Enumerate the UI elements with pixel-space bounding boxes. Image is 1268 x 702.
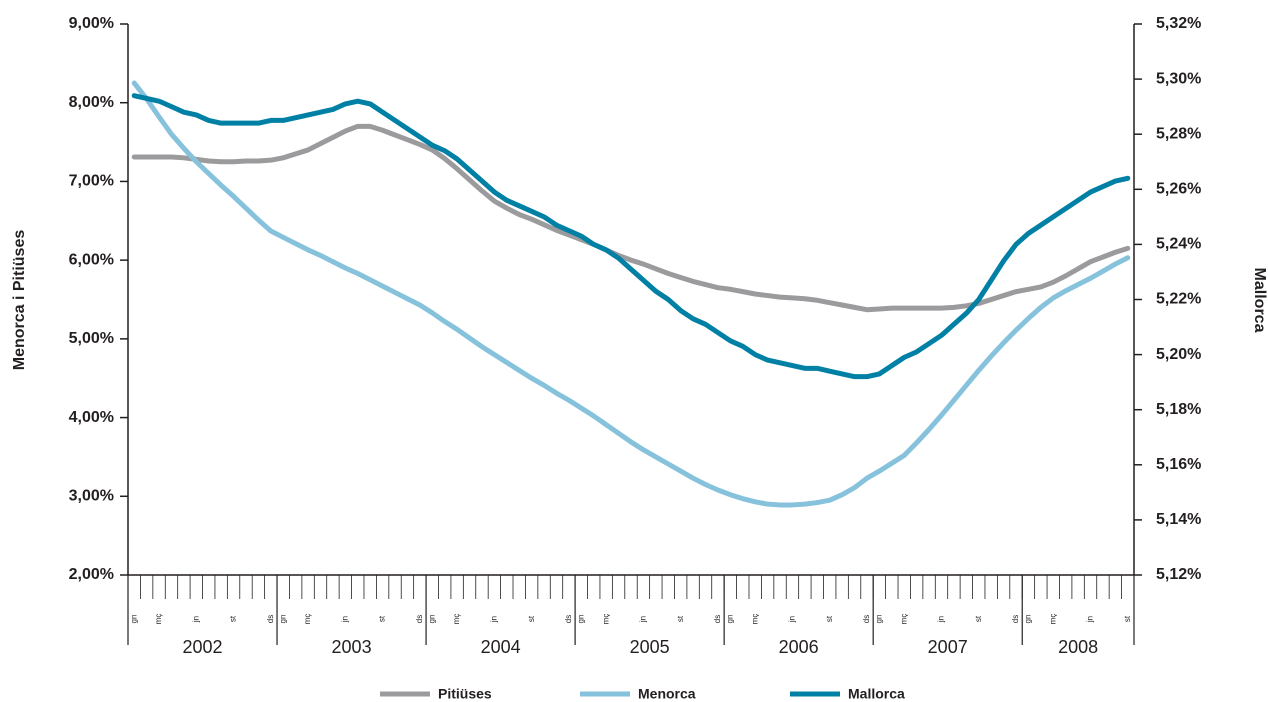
month-label: gn (875, 615, 884, 624)
y-tick-label: 5,00% (69, 330, 114, 347)
series-line (131, 93, 1131, 380)
month-label: st (378, 615, 387, 622)
month-label: gn (725, 615, 734, 624)
y-tick-label: 9,00% (69, 15, 114, 32)
month-label: jn (937, 616, 946, 623)
y2-tick-label: 5,32% (1156, 15, 1201, 32)
y2-axis-title: Mallorca (1251, 268, 1268, 333)
y2-tick-label: 5,26% (1156, 181, 1201, 198)
month-label: st (229, 615, 238, 622)
y-tick-label: 6,00% (69, 251, 114, 268)
y-tick-label: 3,00% (69, 488, 114, 505)
month-label: jn (191, 616, 200, 623)
y2-tick-label: 5,30% (1156, 70, 1201, 87)
month-label: ds (713, 615, 722, 623)
month-label: st (974, 615, 983, 622)
month-label: mç (750, 614, 759, 625)
month-label: gn (427, 615, 436, 624)
month-label: gn (278, 615, 287, 624)
y-tick-label: 7,00% (69, 173, 114, 190)
year-label: 2003 (332, 637, 372, 657)
y2-tick-label: 5,22% (1156, 291, 1201, 308)
month-label: mç (303, 614, 312, 625)
month-label: mç (899, 614, 908, 625)
month-label: ds (862, 615, 871, 623)
month-label: mç (452, 614, 461, 625)
y2-tick-label: 5,18% (1156, 401, 1201, 418)
year-label: 2007 (928, 637, 968, 657)
series-line (131, 123, 1131, 313)
month-label: ds (266, 615, 275, 623)
month-label: jn (788, 616, 797, 623)
y2-tick-label: 5,14% (1156, 511, 1201, 528)
month-label: st (527, 615, 536, 622)
year-label: 2006 (779, 637, 819, 657)
year-label: 2005 (630, 637, 670, 657)
month-label: mç (601, 614, 610, 625)
legend-label: Mallorca (848, 686, 905, 702)
month-label: mç (154, 614, 163, 625)
month-label: jn (639, 616, 648, 623)
year-label: 2008 (1058, 637, 1098, 657)
legend-label: Menorca (638, 686, 696, 702)
y-tick-label: 4,00% (69, 409, 114, 426)
y-tick-label: 2,00% (69, 566, 114, 583)
y2-tick-label: 5,20% (1156, 346, 1201, 363)
month-label: st (825, 615, 834, 622)
year-label: 2004 (481, 637, 521, 657)
month-label: ds (415, 615, 424, 623)
month-label: gn (1024, 615, 1033, 624)
y2-tick-label: 5,16% (1156, 456, 1201, 473)
y2-tick-label: 5,28% (1156, 125, 1201, 142)
month-label: jn (1086, 616, 1095, 623)
month-label: st (1123, 615, 1132, 622)
month-label: mç (1048, 614, 1057, 625)
y2-tick-label: 5,24% (1156, 236, 1201, 253)
month-label: jn (489, 616, 498, 623)
legend-label: Pitiüses (438, 686, 492, 702)
month-label: jn (340, 616, 349, 623)
month-label: ds (1011, 615, 1020, 623)
y-tick-label: 8,00% (69, 94, 114, 111)
month-label: gn (129, 615, 138, 624)
year-label: 2002 (182, 637, 222, 657)
y2-tick-label: 5,12% (1156, 566, 1201, 583)
y-axis-title: Menorca i Pitiüses (11, 230, 28, 371)
month-label: ds (564, 615, 573, 623)
month-label: gn (576, 615, 585, 624)
month-label: st (676, 615, 685, 622)
series-line (131, 80, 1131, 508)
